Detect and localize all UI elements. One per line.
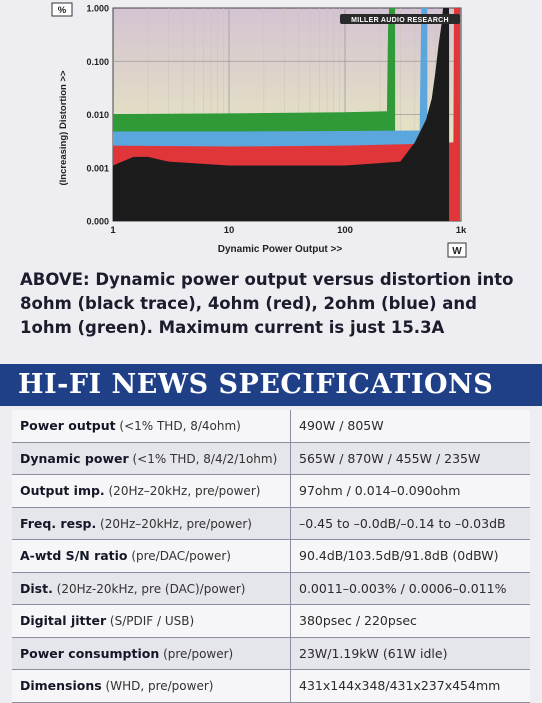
spec-value: 380psec / 220psec (290, 604, 530, 638)
logo-box (340, 14, 460, 24)
spec-table-body: Power output (<1% THD, 8/4ohm) 490W / 805… (12, 410, 530, 703)
series-areas (113, 8, 460, 221)
spec-name: Dist. (20, 580, 53, 596)
spec-name: A-wtd S/N ratio (20, 548, 128, 564)
x-tick-label: 1 (110, 225, 116, 236)
spec-label-cell: Freq. resp. (20Hz–20kHz, pre/power) (12, 507, 291, 540)
x-tick-label: 100 (337, 225, 353, 236)
spec-condition: (20Hz–20kHz, pre/power) (104, 484, 261, 499)
table-row: Digital jitter (S/PDIF / USB) 380psec / 2… (12, 604, 530, 638)
spec-condition: (20Hz-20kHz, pre (DAC)/power) (52, 581, 246, 596)
spec-label-cell: Power output (<1% THD, 8/4ohm) (12, 410, 291, 443)
spec-condition: (pre/DAC/power) (127, 549, 231, 564)
spec-name: Power consumption (20, 645, 160, 661)
spec-condition: (WHD, pre/power) (101, 679, 214, 694)
specifications-table: Power output (<1% THD, 8/4ohm) 490W / 805… (12, 410, 530, 703)
spec-condition: (<1% THD, 8/4/2/1ohm) (128, 451, 278, 466)
table-row: Power output (<1% THD, 8/4ohm) 490W / 805… (12, 410, 530, 443)
figure-caption: ABOVE: Dynamic power output versus disto… (20, 268, 530, 340)
spec-label-cell: Digital jitter (S/PDIF / USB) (12, 604, 291, 638)
y-axis-label: (Increasing) Distortion >> (58, 70, 69, 186)
spec-label-cell: Dynamic power (<1% THD, 8/4/2/1ohm) (12, 442, 291, 475)
spec-value: 97ohm / 0.014–0.090ohm (290, 474, 530, 508)
y-tick-label: 1.000 (86, 4, 109, 14)
spec-name: Digital jitter (20, 613, 107, 629)
spec-name: Dimensions (20, 678, 102, 694)
spec-value: 490W / 805W (290, 410, 530, 443)
series-area-8ohm (113, 8, 450, 221)
spec-name: Power output (20, 418, 116, 434)
spec-value: 565W / 870W / 455W / 235W (290, 442, 530, 475)
spec-name: Dynamic power (20, 450, 129, 466)
tick-labels: 1 10 100 1k 1.000 0.100 0.010 0.001 0.000 (86, 4, 467, 237)
x-unit-badge: W (452, 246, 462, 257)
spec-value: –0.45 to –0.0dB/–0.14 to –0.03dB (290, 507, 530, 540)
table-row: Output imp. (20Hz–20kHz, pre/power) 97ohm… (12, 474, 530, 508)
table-row: Dimensions (WHD, pre/power) 431x144x348/4… (12, 669, 530, 703)
x-axis-label: Dynamic Power Output >> (218, 244, 343, 255)
spec-label-cell: Dist. (20Hz-20kHz, pre (DAC)/power) (12, 572, 291, 605)
y-tick-label: 0.000 (86, 217, 109, 227)
spec-label-cell: Output imp. (20Hz–20kHz, pre/power) (12, 474, 291, 508)
y-unit-badge-box (51, 2, 73, 17)
y-tick-label: 0.100 (86, 57, 109, 67)
spec-value: 431x144x348/431x237x454mm (290, 669, 530, 703)
spec-name: Freq. resp. (20, 515, 97, 531)
caption-text: Dynamic power output versus distortion i… (20, 270, 514, 337)
y-unit-badge: % (58, 5, 67, 16)
spec-label-cell: A-wtd S/N ratio (pre/DAC/power) (12, 539, 291, 573)
table-row: A-wtd S/N ratio (pre/DAC/power) 90.4dB/10… (12, 539, 530, 573)
table-row: Dist. (20Hz-20kHz, pre (DAC)/power) 0.001… (12, 572, 530, 605)
caption-lead: ABOVE: (20, 270, 90, 289)
spec-value: 0.0011–0.003% / 0.0006–0.011% (290, 572, 530, 605)
x-tick-label: 10 (224, 225, 235, 236)
spec-label-cell: Power consumption (pre/power) (12, 637, 291, 670)
y-tick-label: 0.010 (86, 110, 109, 120)
spec-condition: (<1% THD, 8/4ohm) (115, 419, 241, 434)
spec-condition: (pre/power) (159, 646, 234, 661)
spec-value: 90.4dB/103.5dB/91.8dB (0dBW) (290, 539, 530, 573)
spec-value: 23W/1.19kW (61W idle) (290, 637, 530, 670)
spec-name: Output imp. (20, 483, 105, 499)
y-tick-label: 0.001 (86, 163, 109, 173)
spec-condition: (S/PDIF / USB) (106, 614, 195, 629)
x-unit-badge-box (447, 242, 467, 258)
distortion-chart: 1 10 100 1k 1.000 0.100 0.010 0.001 0.000 % W Dy… (0, 0, 542, 262)
spec-label-cell: Dimensions (WHD, pre/power) (12, 669, 291, 703)
specifications-heading: HI-FI NEWS SPECIFICATIONS (0, 364, 542, 406)
x-tick-label: 1k (456, 225, 467, 236)
table-row: Dynamic power (<1% THD, 8/4/2/1ohm) 565W … (12, 442, 530, 475)
table-row: Power consumption (pre/power) 23W/1.19kW … (12, 637, 530, 670)
miller-audio-research-logo: MILLER AUDIO RESEARCH (351, 17, 449, 24)
table-row: Freq. resp. (20Hz–20kHz, pre/power) –0.45… (12, 507, 530, 540)
chart-svg: 1 10 100 1k 1.000 0.100 0.010 0.001 0.000 % W Dy… (0, 0, 542, 262)
spec-condition: (20Hz–20kHz, pre/power) (96, 516, 252, 531)
